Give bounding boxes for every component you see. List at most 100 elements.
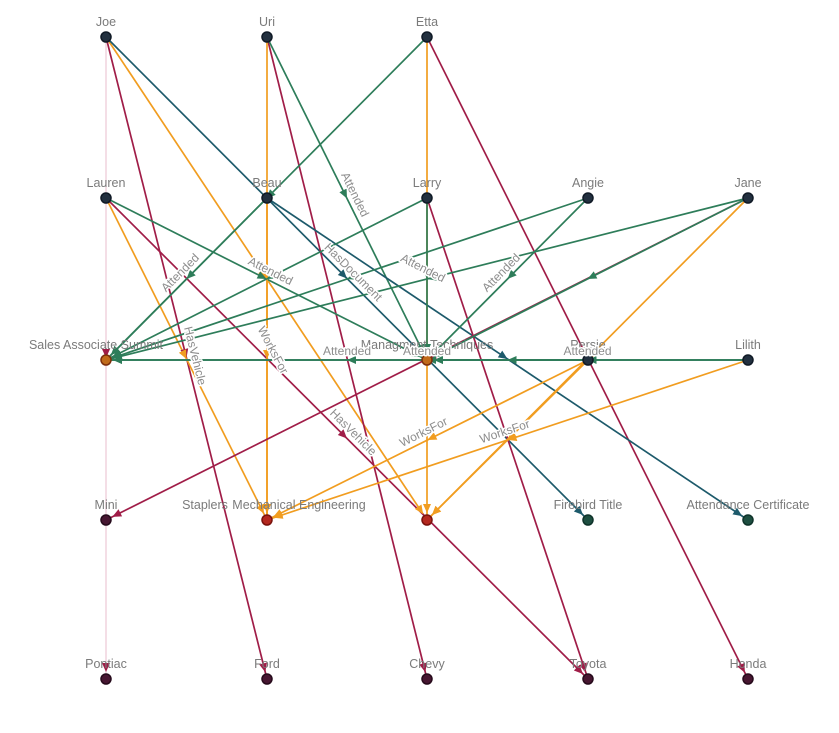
graph-node-honda[interactable] [742,673,754,685]
edge-arrowhead-icon [507,269,517,279]
edge-arrowhead-icon [259,662,267,673]
node-label-toyota: Toyota [570,657,607,671]
arrows-layer [102,188,745,675]
graph-node-angie[interactable] [582,192,594,204]
edge-arrowhead-icon [573,505,584,516]
graph-node-persie[interactable] [582,354,594,366]
edge-arrowhead-icon [263,350,271,359]
edge-label: WorksFor [255,324,292,376]
graph-node-jane[interactable] [742,192,754,204]
node-label-persie: Persie [570,338,605,352]
edge-arrowhead-icon [737,662,745,673]
edge-arrowhead-icon [431,505,442,516]
edge-arrowhead-icon [732,507,743,517]
graph-edge [266,36,428,680]
edge-arrowhead-icon [256,271,267,279]
node-label-lilith: Lilith [735,338,761,352]
node-label-chevy: Chevy [409,657,445,671]
edge-arrowhead-icon [414,504,424,515]
node-label-ford: Ford [254,657,280,671]
edge-arrowhead-icon [347,356,356,364]
edge-arrowhead-icon [419,662,428,673]
edge-arrowhead-icon [112,509,123,517]
node-label-angie: Angie [572,176,604,190]
graph-node-beau[interactable] [261,192,273,204]
edge-arrowhead-icon [186,269,196,279]
graph-edge [266,359,749,521]
edge-arrowhead-icon [113,356,122,364]
nodes-layer [100,31,754,685]
node-label-jane: Jane [734,176,761,190]
graph-node-larry[interactable] [421,192,433,204]
node-label-mini: Mini [95,498,118,512]
edge-arrowhead-icon [266,271,277,279]
edge-arrowhead-icon [423,344,431,353]
graph-node-attcert[interactable] [742,514,754,526]
edge-arrowhead-icon [427,272,437,281]
edge-arrowhead-icon [337,429,347,439]
edge-arrowhead-icon [102,663,110,672]
graph-node-pontiac[interactable] [100,673,112,685]
node-label-firebird: Firebird Title [554,498,623,512]
graph-node-ford[interactable] [261,673,273,685]
node-labels-layer: Joe Uri Etta Lauren Beau Larry Angie Jane Sales … [29,15,810,671]
node-label-staplers: Staplers [182,498,228,512]
edge-label: HasVehicle [327,406,380,459]
edge-arrowhead-icon [427,432,438,440]
node-label-mt: Managment Techniques [361,338,494,352]
graph-node-lauren[interactable] [100,192,112,204]
edge-arrowhead-icon [337,269,347,279]
node-label-lauren: Lauren [87,176,126,190]
edge-arrowhead-icon [263,269,271,279]
edge-arrowhead-icon [431,345,442,356]
edge-arrowhead-icon [507,433,518,441]
edge-arrowhead-icon [587,271,598,279]
node-label-etta: Etta [416,15,438,29]
graph-node-staplers[interactable] [261,514,273,526]
node-label-sas: Sales Associate Summit [29,338,164,352]
graph-node-mt[interactable] [421,354,433,366]
graph-node-mini[interactable] [100,514,112,526]
graph-node-mecheng[interactable] [421,514,433,526]
edge-arrowhead-icon [434,356,443,364]
graph-node-firebird[interactable] [582,514,594,526]
edge-arrowhead-icon [340,348,349,358]
graph-node-chevy[interactable] [421,673,433,685]
edge-arrowhead-icon [273,511,284,519]
edge-arrowhead-icon [579,662,587,673]
edge-arrowhead-icon [263,504,271,513]
edge-arrowhead-icon [256,503,264,514]
edge-arrowhead-icon [497,350,508,359]
edge-label: Attended [246,254,295,288]
graph-node-uri[interactable] [261,31,273,43]
graph-node-sas[interactable] [100,354,112,366]
node-label-beau: Beau [252,176,281,190]
edge-arrowhead-icon [102,349,110,358]
edge-arrowhead-icon [339,188,347,199]
edge-arrowhead-icon [433,349,444,357]
edge-label: Attended [323,344,371,358]
edge-arrowhead-icon [423,504,431,513]
node-label-uri: Uri [259,15,275,29]
node-label-mecheng: Mechanical Engineering [232,498,365,512]
graph-node-etta[interactable] [421,31,433,43]
node-label-attcert: Attendance Certificate [687,498,810,512]
edge-arrowhead-icon [423,270,431,279]
edge-arrowhead-icon [347,272,357,280]
edge-label: Attended [563,344,611,358]
edge-arrowhead-icon [500,428,509,439]
edge-arrowhead-icon [178,349,187,359]
edge-arrowhead-icon [110,345,121,356]
edge-arrowhead-icon [410,349,421,357]
graph-node-toyota[interactable] [582,673,594,685]
edge-arrowhead-icon [416,343,424,354]
edge-arrowhead-icon [573,664,584,675]
node-label-honda: Honda [730,657,767,671]
graph-node-joe[interactable] [100,31,112,43]
edge-label: Attended [403,344,451,358]
graph-node-lilith[interactable] [742,354,754,366]
edge-arrowhead-icon [507,356,517,364]
node-label-pontiac: Pontiac [85,657,127,671]
